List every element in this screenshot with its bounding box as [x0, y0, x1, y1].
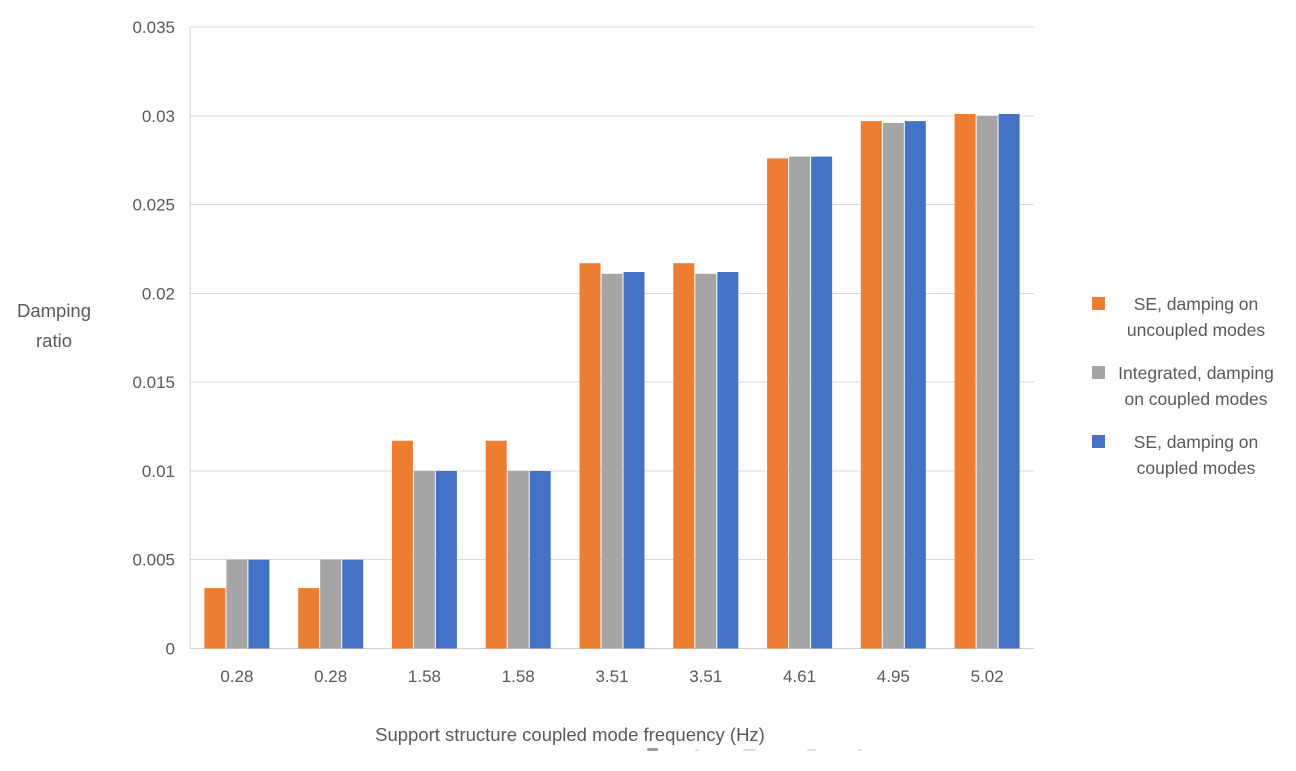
legend-swatch-gray [1092, 366, 1105, 379]
clipped-glyph-fragment [647, 748, 658, 751]
bar-group7-series1 [767, 158, 789, 649]
bar-group4-series3 [529, 470, 551, 649]
legend-label-integrated-coupled: Integrated, damping on coupled modes [1118, 363, 1274, 409]
y-tick-label: 0 [166, 640, 175, 659]
clipped-caption-fragment [600, 746, 890, 754]
bar-group1-series2 [226, 559, 248, 649]
bar-group2-series1 [298, 588, 320, 649]
bar-group5-series1 [579, 263, 601, 649]
legend: SE, damping on uncoupled modes Integrate… [1092, 291, 1282, 481]
y-axis-title: Damping ratio [16, 300, 92, 351]
bar-group8-series2 [882, 122, 904, 649]
bar-group3-series3 [435, 470, 457, 649]
x-tick-label: 3.51 [689, 667, 722, 686]
x-tick-label: 3.51 [595, 667, 628, 686]
bar-group9-series2 [976, 115, 998, 649]
legend-swatch-orange [1092, 297, 1105, 310]
x-tick-label: 4.61 [783, 667, 816, 686]
x-axis-title: Support structure coupled mode frequency… [375, 724, 765, 745]
bar-group7-series3 [811, 156, 833, 649]
legend-swatch-blue [1092, 435, 1105, 448]
legend-label-se-coupled: SE, damping on coupled modes [1133, 432, 1259, 478]
bar-group5-series2 [601, 273, 623, 649]
clipped-glyph-fragment [807, 749, 816, 751]
bar-group8-series1 [860, 121, 882, 649]
y-tick-label: 0.015 [132, 373, 175, 392]
legend-label-se-uncoupled: SE, damping on uncoupled modes [1126, 294, 1266, 340]
legend-entry-se-uncoupled: SE, damping on uncoupled modes [1092, 291, 1282, 343]
clipped-glyph-fragment [743, 749, 756, 751]
x-tick-label: 0.28 [220, 667, 253, 686]
x-tick-label: 5.02 [971, 667, 1004, 686]
bar-group3-series2 [413, 470, 435, 649]
y-tick-label: 0.025 [132, 196, 175, 215]
legend-entry-se-coupled: SE, damping on coupled modes [1092, 429, 1282, 481]
clipped-glyph-fragment [857, 749, 862, 751]
bar-group1-series3 [248, 559, 270, 649]
bar-group9-series1 [954, 114, 976, 649]
bar-group2-series3 [342, 559, 364, 649]
y-tick-label: 0.02 [142, 284, 175, 303]
bar-group8-series3 [904, 121, 926, 649]
legend-entry-integrated-coupled: Integrated, damping on coupled modes [1092, 360, 1282, 412]
bar-group7-series2 [789, 156, 811, 649]
y-tick-label: 0.035 [132, 18, 175, 37]
bar-group4-series1 [485, 440, 507, 649]
clipped-glyph-fragment [695, 749, 699, 751]
y-tick-label: 0.03 [142, 107, 175, 126]
bar-group5-series3 [623, 272, 645, 649]
y-tick-label: 0.005 [132, 551, 175, 570]
bar-group6-series1 [673, 263, 695, 649]
bar-group6-series3 [717, 272, 739, 649]
bar-group6-series2 [695, 273, 717, 649]
bar-group9-series3 [998, 114, 1020, 649]
x-tick-label: 1.58 [408, 667, 441, 686]
x-tick-label: 1.58 [502, 667, 535, 686]
bar-group3-series1 [391, 440, 413, 649]
y-tick-label: 0.01 [142, 462, 175, 481]
bar-group4-series2 [507, 470, 529, 649]
bar-group2-series2 [320, 559, 342, 649]
bar-group1-series1 [204, 588, 226, 649]
x-tick-label: 0.28 [314, 667, 347, 686]
x-tick-label: 4.95 [877, 667, 910, 686]
